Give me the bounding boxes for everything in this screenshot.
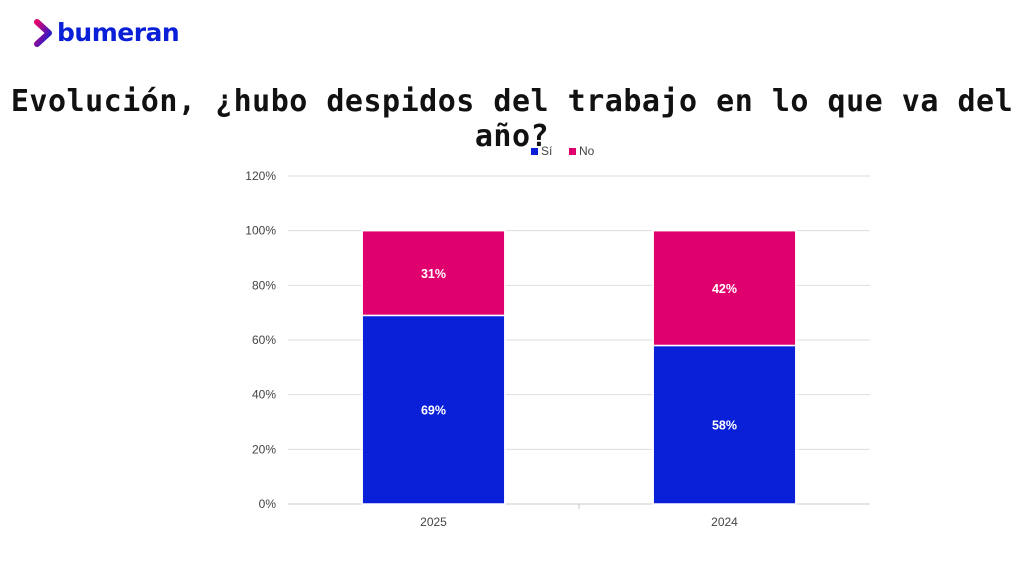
y-tick-label: 100% [245, 224, 276, 238]
x-tick-label: 2024 [711, 515, 738, 529]
bar-segment [652, 229, 797, 347]
chart-bars: 69% 31% 58% 42% [361, 229, 797, 505]
brand-name: bumeran [57, 18, 180, 47]
y-tick-label: 20% [252, 442, 276, 456]
data-label: 58% [712, 419, 737, 433]
x-tick-label: 2025 [420, 515, 447, 529]
bar-segment [361, 314, 506, 505]
x-axis: 2025 2024 [420, 504, 738, 529]
legend-label: Sí [541, 144, 553, 158]
legend-swatch [531, 148, 538, 155]
y-tick-label: 0% [259, 497, 277, 511]
bar-segment [361, 229, 506, 317]
chevron-right-icon [34, 18, 52, 47]
y-axis: 0% 20% 40% 60% 80% 100% 120% [245, 169, 276, 511]
legend-swatch [569, 148, 576, 155]
data-label: 42% [712, 282, 737, 296]
data-label: 69% [421, 404, 446, 418]
y-tick-label: 40% [252, 388, 276, 402]
data-label: 31% [421, 267, 446, 281]
legend-label: No [579, 144, 595, 158]
bar-segment [652, 344, 797, 505]
brand-logo: bumeran [34, 18, 180, 47]
page-title: Evolución, ¿hubo despidos del trabajo en… [10, 84, 1014, 154]
chart-legend: Sí No [531, 144, 595, 158]
y-tick-label: 60% [252, 333, 276, 347]
y-tick-label: 120% [245, 169, 276, 183]
y-tick-label: 80% [252, 278, 276, 292]
